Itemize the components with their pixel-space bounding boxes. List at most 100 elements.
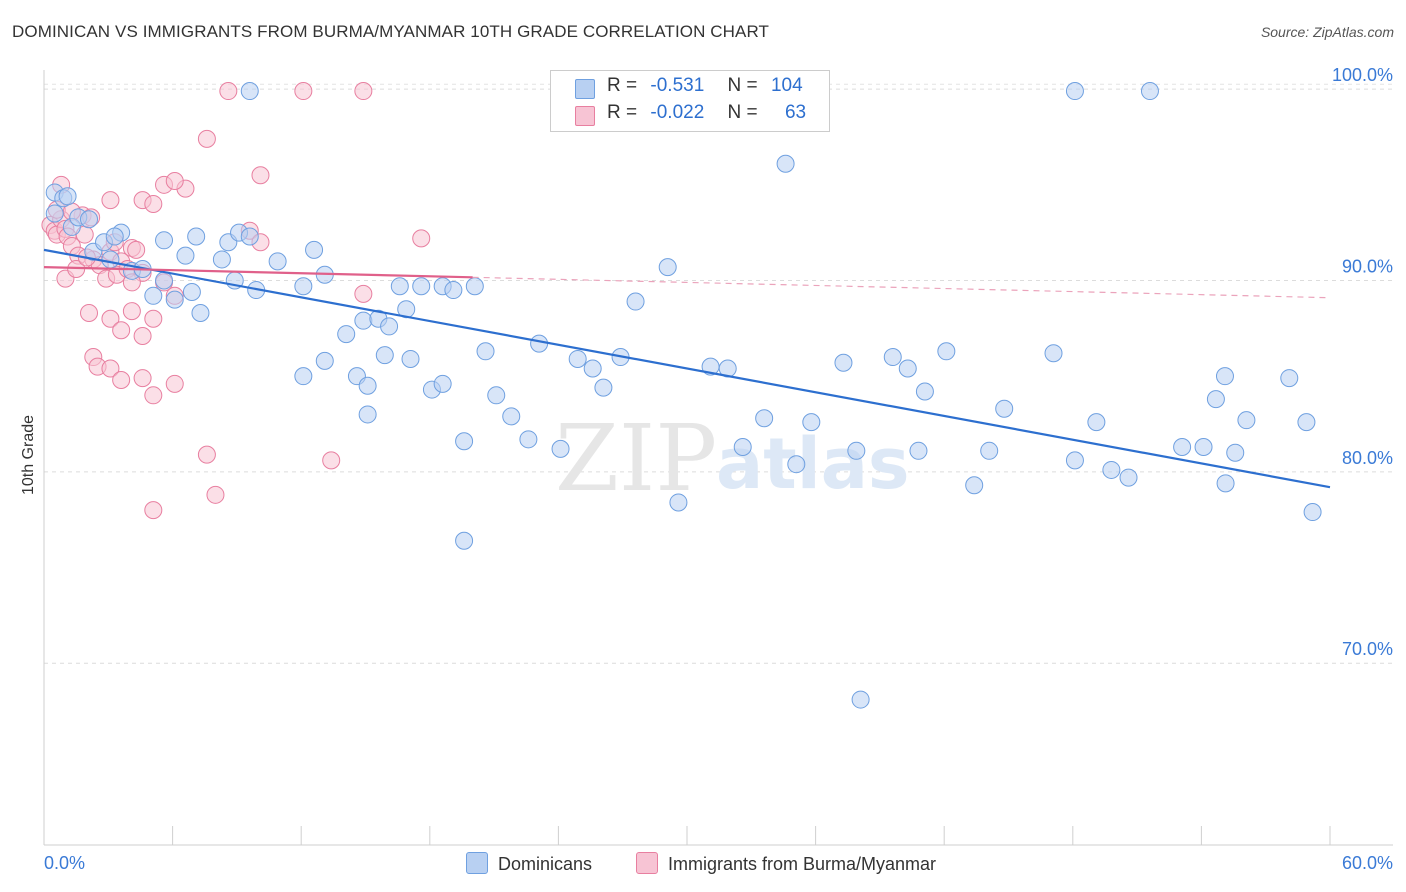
dominican-point [101, 250, 120, 269]
dominican-point [834, 353, 853, 372]
burma-point [165, 374, 184, 393]
y-tick-label: 100.0% [1332, 65, 1393, 85]
dominican-point [240, 82, 259, 101]
dominican-point [502, 407, 521, 426]
dominican-point [358, 376, 377, 395]
dominican-point [995, 399, 1014, 418]
dominican-point [444, 281, 463, 300]
dominican-point [551, 439, 570, 458]
x-tick-label: 60.0% [1342, 853, 1393, 873]
blue-swatch-icon [466, 852, 488, 874]
burma-trend-line [43, 265, 473, 279]
dominican-point [658, 258, 677, 277]
chart-title: DOMINICAN VS IMMIGRANTS FROM BURMA/MYANM… [12, 22, 770, 41]
burma-point [112, 371, 131, 389]
y-tick-label: 80.0% [1342, 448, 1393, 468]
dominican-point [568, 349, 587, 368]
dominican-point [354, 311, 373, 330]
burma-point [197, 445, 216, 464]
burma-point [354, 82, 373, 101]
burma-point [251, 166, 270, 185]
burma-point [144, 194, 163, 213]
dominican-point [155, 271, 174, 290]
dominican-point [240, 227, 259, 246]
dominican-point [165, 290, 184, 309]
x-tick-label: 0.0% [44, 853, 85, 873]
dominican-point [358, 405, 377, 424]
dominican-point [1215, 367, 1234, 386]
watermark: ZIP atlas [555, 405, 910, 512]
dominican-point [268, 252, 287, 271]
dominican-point [191, 304, 210, 323]
dominican-point [476, 342, 495, 361]
burma-point [354, 284, 373, 303]
y-tick-label: 90.0% [1342, 256, 1393, 276]
dominican-point [465, 277, 484, 296]
burma-point [127, 240, 146, 259]
dominican-point [1044, 344, 1063, 363]
r-value: -0.531 [650, 75, 705, 96]
burma-point [101, 359, 120, 378]
dominican-point [787, 455, 806, 474]
blue-swatch-icon [575, 79, 595, 99]
dominican-point [182, 282, 201, 301]
y-axis-label: 10th Grade [20, 415, 37, 495]
x-tick-labels: 0.0% 60.0% [44, 853, 1393, 873]
dominican-point [1206, 390, 1225, 409]
dominican-point [909, 441, 928, 460]
dominican-point [1216, 474, 1235, 493]
burma-point [206, 485, 225, 504]
dominican-point [594, 378, 613, 397]
dominican-point [380, 317, 399, 336]
dominican-point [294, 367, 313, 386]
dominican-point [1194, 437, 1213, 456]
r-label: R = [607, 75, 638, 96]
dominican-point [583, 359, 602, 378]
burma-point [294, 82, 313, 101]
dominican-point [412, 277, 431, 296]
dominican-point [1173, 437, 1192, 456]
dominican-point [669, 493, 688, 512]
dominican-point [401, 349, 420, 368]
dominican-point [176, 246, 195, 265]
dominican-point [530, 334, 549, 353]
burma-point [144, 386, 163, 405]
dominican-point [1140, 82, 1159, 101]
dominican-point [1065, 82, 1084, 101]
dominican-point [937, 342, 956, 361]
dominican-point [105, 227, 124, 246]
dominican-point [187, 227, 206, 246]
burma-point [101, 191, 120, 210]
dominican-point [755, 409, 774, 428]
dominican-point [519, 430, 538, 449]
dominican-point [851, 690, 870, 709]
dominican-point [1119, 468, 1138, 487]
dominican-point [1297, 413, 1316, 432]
dominican-point [915, 382, 934, 401]
dominican-point [1226, 443, 1245, 462]
series-dominicans-points [45, 82, 1322, 709]
trend-lines [43, 248, 1331, 489]
burma-point [219, 82, 238, 101]
dominican-point [980, 441, 999, 460]
dominican-point [626, 292, 645, 311]
series-burma-points [41, 82, 431, 520]
pink-swatch-icon [575, 106, 595, 126]
dominican-point [45, 204, 64, 223]
legend-item-dominicans[interactable]: Dominicans [466, 852, 592, 875]
dominican-point [315, 351, 334, 370]
dominican-point [802, 413, 821, 432]
burma-point [144, 309, 163, 328]
dominican-point [1303, 503, 1322, 522]
dominican-point [305, 240, 324, 259]
burma-point [112, 321, 131, 340]
y-tick-labels: 70.0% 80.0% 90.0% 100.0% [1332, 65, 1393, 659]
r-value: -0.022 [650, 102, 705, 123]
axes [43, 70, 1393, 846]
y-tick-label: 70.0% [1342, 639, 1393, 659]
dominican-point [1087, 413, 1106, 432]
legend-item-burma[interactable]: Immigrants from Burma/Myanmar [636, 852, 936, 875]
dominican-point [1102, 460, 1121, 479]
burma-point [165, 171, 184, 190]
